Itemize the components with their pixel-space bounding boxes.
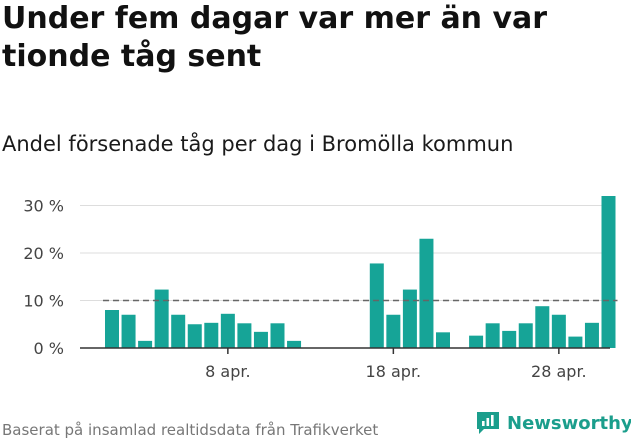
y-tick-label: 10 % bbox=[23, 292, 64, 311]
source-note: Baserat på insamlad realtidsdata från Tr… bbox=[2, 421, 379, 439]
bar bbox=[419, 238, 434, 348]
bar bbox=[386, 314, 401, 348]
bar bbox=[485, 323, 500, 348]
bar bbox=[502, 330, 517, 348]
x-tick-label: 18 apr. bbox=[366, 362, 422, 381]
bar bbox=[171, 314, 186, 348]
brand-name: Newsworthy bbox=[507, 412, 631, 434]
bar bbox=[220, 313, 235, 348]
bar bbox=[187, 324, 202, 348]
bar bbox=[568, 336, 583, 348]
bar bbox=[237, 323, 252, 348]
x-tick-label: 28 apr. bbox=[531, 362, 587, 381]
bar bbox=[253, 331, 268, 348]
bar bbox=[204, 322, 219, 348]
bar bbox=[469, 335, 484, 348]
bar bbox=[402, 289, 417, 348]
newsworthy-logo-icon bbox=[477, 412, 499, 434]
bar bbox=[270, 323, 285, 348]
bar bbox=[154, 289, 169, 348]
bar bbox=[287, 340, 302, 348]
bar bbox=[584, 322, 599, 348]
bar bbox=[551, 314, 566, 348]
bar bbox=[121, 314, 136, 348]
chart-title: Under fem dagar var mer än var tionde tå… bbox=[2, 1, 548, 74]
y-tick-label: 20 % bbox=[23, 244, 64, 263]
bar bbox=[436, 332, 450, 348]
y-tick-label: 0 % bbox=[34, 339, 64, 358]
bar bbox=[518, 323, 533, 348]
bar bbox=[369, 263, 384, 348]
chart-subtitle: Andel försenade tåg per dag i Bromölla k… bbox=[2, 132, 514, 156]
bar bbox=[535, 306, 550, 348]
bar bbox=[138, 340, 153, 348]
bar bbox=[601, 196, 616, 348]
x-tick-label: 8 apr. bbox=[205, 362, 250, 381]
newsworthy-logo: Newsworthy bbox=[475, 409, 631, 437]
y-tick-label: 30 % bbox=[23, 197, 64, 216]
bar bbox=[105, 310, 119, 348]
bar-chart: 0 % 10 % 20 % 30 % 8 apr. 18 apr. 28 apr. bbox=[23, 196, 618, 381]
